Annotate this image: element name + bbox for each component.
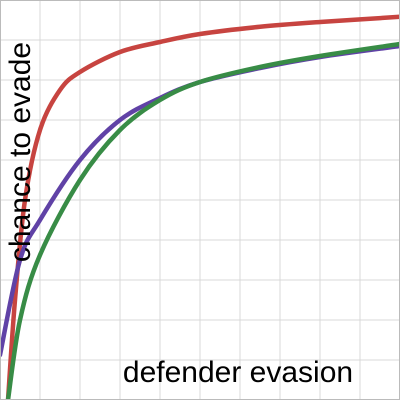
plot-area (0, 14, 400, 400)
y-axis-label: chance to evade (4, 42, 37, 262)
curve (5, 14, 400, 400)
x-axis-label: defender evasion (123, 356, 353, 389)
curve (5, 41, 400, 400)
